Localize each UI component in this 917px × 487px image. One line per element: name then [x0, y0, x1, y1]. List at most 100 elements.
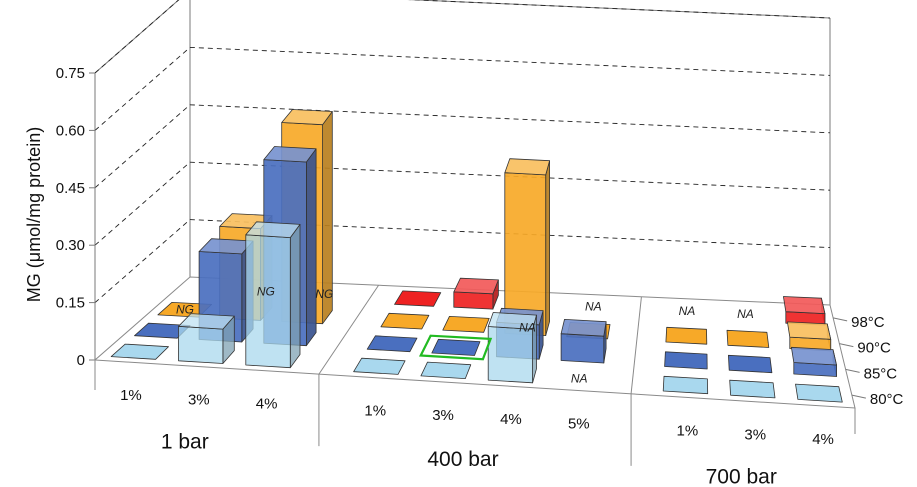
annotation-ng: NG: [176, 303, 194, 317]
bar-front: [245, 234, 291, 369]
annotation-na: NA: [571, 371, 588, 385]
bar-80C-4pct: [487, 312, 537, 384]
bar-90C-3pct: [726, 329, 770, 348]
category-label: 1%: [677, 422, 699, 439]
group-label: 700 bar: [706, 466, 777, 487]
bar-90C-4pct: [504, 158, 550, 337]
bar-80C-1pct: [353, 357, 406, 375]
bar-front: [487, 326, 533, 384]
highlight-outline: [418, 334, 493, 361]
category-label: 5%: [568, 415, 590, 432]
bar-tile: [431, 338, 481, 356]
bar-front: [560, 333, 605, 364]
bar-tile: [662, 375, 709, 395]
bar-top: [178, 313, 235, 330]
bar-top: [791, 346, 837, 366]
group-divider: [630, 296, 642, 394]
bar-98C-3pct: [453, 277, 499, 310]
bar-top: [263, 146, 317, 163]
bar-90C-1pct: [665, 326, 708, 345]
bar-98C-4pct: [783, 296, 826, 326]
series-tick: [833, 317, 848, 322]
category-label: 4%: [812, 431, 834, 448]
y-tick-label: 0: [77, 352, 85, 369]
bar-front: [178, 325, 224, 364]
gridline: [94, 46, 831, 131]
bar-80C-4pct: [245, 221, 301, 369]
bar-tile: [366, 335, 418, 353]
group-divider: [318, 284, 379, 375]
category-label: 1%: [120, 387, 142, 404]
gridline: [94, 161, 831, 246]
bar-top: [504, 158, 550, 176]
annotation-na: NA: [585, 300, 602, 314]
bar-top: [783, 296, 826, 315]
bar-side: [545, 160, 550, 337]
bar-90C-3pct: [442, 315, 490, 333]
category-label: 3%: [432, 407, 454, 424]
bar-layer: [110, 109, 843, 403]
gridline: [94, 0, 831, 74]
bar-80C-3pct: [178, 313, 235, 364]
bar-top: [453, 277, 499, 295]
annotation-na: NA: [737, 307, 754, 321]
gridline: [94, 104, 831, 189]
bar-top: [560, 318, 607, 337]
bar-tile: [394, 290, 442, 307]
y-axis-label: MG (μmol/mg protein): [24, 127, 44, 302]
bar-80C-1pct: [110, 343, 169, 360]
y-tick-label: 0.45: [56, 180, 85, 197]
bar-tile: [729, 379, 776, 399]
bar-tile: [353, 357, 406, 375]
bar-85C-1pct: [664, 351, 708, 370]
bar-tile: [795, 383, 843, 403]
bar-85C-4pct: [791, 346, 837, 377]
bar-98C-1pct: [394, 290, 442, 307]
bar-tile: [442, 315, 490, 333]
category-label: 3%: [744, 427, 766, 444]
bar-top: [487, 312, 537, 330]
bar-top: [281, 109, 333, 126]
back-wall-top: [407, 0, 831, 19]
bar-80C-4pct: [795, 383, 843, 403]
bar-tile: [665, 326, 708, 345]
bar-tile: [664, 351, 708, 370]
y-tick-label: 0.30: [56, 237, 85, 254]
bar-85C-3pct: [728, 354, 773, 374]
gridline: [94, 219, 831, 303]
series-label: 80°C: [870, 391, 904, 408]
bar-tile: [420, 361, 472, 380]
bar-side: [289, 223, 301, 369]
group-label: 1 bar: [161, 430, 209, 453]
bar-80C-1pct: [662, 375, 709, 395]
bar-80C-3pct: [420, 361, 472, 380]
bar-90C-1pct: [380, 312, 430, 330]
category-label: 1%: [364, 403, 386, 420]
bar-tile: [110, 343, 169, 360]
category-label: 3%: [188, 391, 210, 408]
category-label: 4%: [256, 396, 278, 413]
bar-85C-3pct: [431, 338, 481, 356]
series-tick: [839, 343, 854, 348]
y-tick-label: 0.60: [56, 122, 85, 139]
bar-top: [245, 221, 301, 239]
y-tick-label: 0.75: [56, 65, 85, 82]
bar-side: [305, 148, 317, 347]
annotation-ng: NG: [257, 284, 275, 298]
bar-tile: [726, 329, 770, 348]
bar-tile: [728, 354, 773, 374]
series-tick: [851, 394, 866, 399]
series-label: 90°C: [857, 340, 891, 357]
bar-90C-4pct: [787, 321, 832, 352]
chart-walls: [89, 0, 831, 361]
annotation-na: NA: [519, 320, 536, 334]
bar-85C-1pct: [366, 335, 418, 353]
bar-front: [453, 291, 494, 310]
series-tick: [845, 368, 860, 373]
category-label: 4%: [500, 411, 522, 428]
annotation-ng: NG: [315, 287, 333, 301]
bar-80C-3pct: [729, 379, 776, 399]
bar-top: [787, 321, 832, 340]
bar-tile: [380, 312, 430, 330]
